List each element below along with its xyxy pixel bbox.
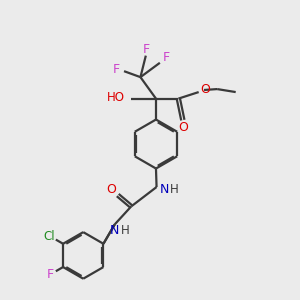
Text: O: O — [200, 82, 210, 96]
Text: Cl: Cl — [44, 230, 56, 242]
Text: N: N — [110, 224, 119, 237]
Text: F: F — [47, 268, 54, 281]
Text: H: H — [169, 183, 178, 196]
Text: F: F — [163, 51, 170, 64]
Text: O: O — [106, 183, 116, 196]
Text: H: H — [121, 224, 130, 237]
Text: N: N — [159, 183, 169, 196]
Text: O: O — [178, 121, 188, 134]
Text: F: F — [142, 43, 150, 56]
Text: HO: HO — [107, 91, 125, 103]
Text: F: F — [113, 63, 120, 76]
